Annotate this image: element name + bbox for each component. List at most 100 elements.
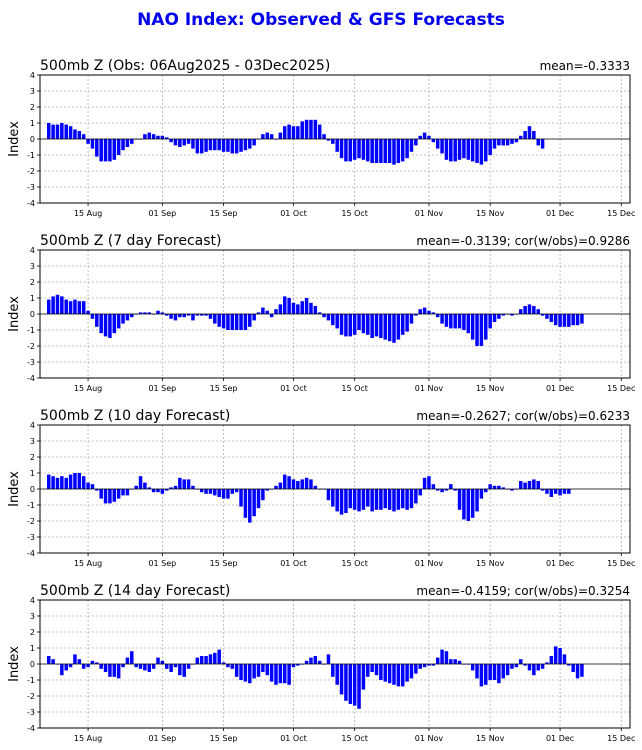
- bar: [108, 664, 112, 677]
- bar: [221, 314, 226, 329]
- bar: [248, 489, 252, 523]
- bar: [116, 664, 121, 679]
- bar: [156, 489, 160, 493]
- bar: [352, 314, 357, 335]
- bar: [125, 657, 130, 664]
- x-tick-label: 15 Sep: [210, 559, 238, 568]
- bar: [414, 664, 418, 674]
- bar: [497, 314, 501, 319]
- bar: [147, 664, 152, 672]
- bar: [510, 314, 514, 316]
- bar: [562, 314, 567, 327]
- bar: [309, 479, 313, 489]
- bar: [252, 489, 256, 517]
- bar: [230, 489, 235, 494]
- x-tick-label: 01 Oct: [280, 384, 307, 393]
- bar: [331, 314, 335, 326]
- bar: [387, 489, 392, 510]
- bar: [103, 139, 108, 162]
- bar: [484, 489, 488, 493]
- bar: [558, 648, 562, 664]
- bar: [326, 654, 331, 664]
- x-tick-label: 01 Oct: [280, 734, 307, 743]
- bar: [116, 489, 121, 499]
- bar: [55, 294, 60, 314]
- bar: [383, 139, 388, 163]
- panel-title: 500mb Z (7 day Forecast): [40, 233, 221, 249]
- x-tick-label: 01 Dec: [546, 384, 574, 393]
- bar: [173, 664, 178, 668]
- y-axis-label: Index: [7, 471, 22, 507]
- bar: [90, 139, 95, 149]
- bar: [396, 664, 401, 687]
- bar: [532, 664, 536, 676]
- bar: [545, 489, 549, 494]
- bar: [230, 139, 235, 154]
- bar: [431, 484, 436, 489]
- bar: [300, 121, 304, 139]
- bar: [239, 139, 243, 152]
- bar: [497, 664, 501, 684]
- bar: [357, 139, 361, 159]
- bar: [309, 119, 313, 139]
- x-tick-label: 15 Oct: [341, 209, 368, 218]
- bar: [296, 481, 300, 489]
- bar: [112, 664, 117, 677]
- bar: [444, 489, 449, 491]
- y-tick-label: -1: [27, 676, 35, 685]
- bar: [370, 664, 374, 672]
- bar: [95, 314, 99, 327]
- x-tick-label: 15 Oct: [341, 734, 368, 743]
- bar: [449, 659, 453, 664]
- bar: [527, 126, 532, 139]
- bar: [208, 139, 213, 151]
- bar: [143, 664, 147, 671]
- bar: [86, 664, 90, 668]
- bar: [300, 301, 304, 314]
- bar: [282, 664, 287, 684]
- x-tick-label: 01 Nov: [415, 384, 444, 393]
- bar: [414, 489, 418, 504]
- bar: [501, 139, 506, 146]
- bar: [449, 139, 453, 162]
- bar: [156, 135, 160, 139]
- bar: [497, 485, 501, 489]
- bar: [60, 476, 64, 489]
- bar: [536, 664, 540, 671]
- bar: [55, 477, 60, 489]
- bar: [269, 314, 274, 318]
- panel-stat-label: mean=-0.4159; cor(w/obs)=0.3254: [416, 584, 630, 598]
- bar: [501, 664, 506, 679]
- x-tick-label: 01 Sep: [148, 209, 176, 218]
- bar: [479, 489, 484, 499]
- bar: [291, 479, 296, 489]
- bar: [138, 476, 143, 489]
- bar: [108, 314, 112, 338]
- bar: [545, 662, 549, 664]
- bar: [339, 139, 344, 159]
- x-tick-label: 15 Aug: [74, 384, 102, 393]
- bar: [213, 489, 217, 496]
- bar: [291, 664, 296, 668]
- bar: [164, 314, 169, 316]
- chart-panel-4: 500mb Z (14 day Forecast) mean=-0.4159; c…: [7, 583, 635, 743]
- bar: [147, 487, 152, 489]
- y-tick-label: 0: [30, 660, 35, 669]
- bar: [116, 314, 121, 329]
- bar: [130, 139, 134, 144]
- x-tick-label: 01 Dec: [546, 559, 574, 568]
- bar: [536, 309, 540, 314]
- bar: [488, 664, 492, 680]
- bar: [387, 314, 392, 342]
- bar: [68, 126, 73, 139]
- bar: [164, 137, 169, 139]
- bar: [431, 664, 436, 666]
- bar: [213, 652, 217, 664]
- bar: [239, 314, 243, 330]
- bar: [427, 310, 431, 314]
- bar: [68, 664, 73, 668]
- bar: [510, 664, 514, 669]
- bar: [344, 489, 348, 513]
- bar: [427, 476, 431, 489]
